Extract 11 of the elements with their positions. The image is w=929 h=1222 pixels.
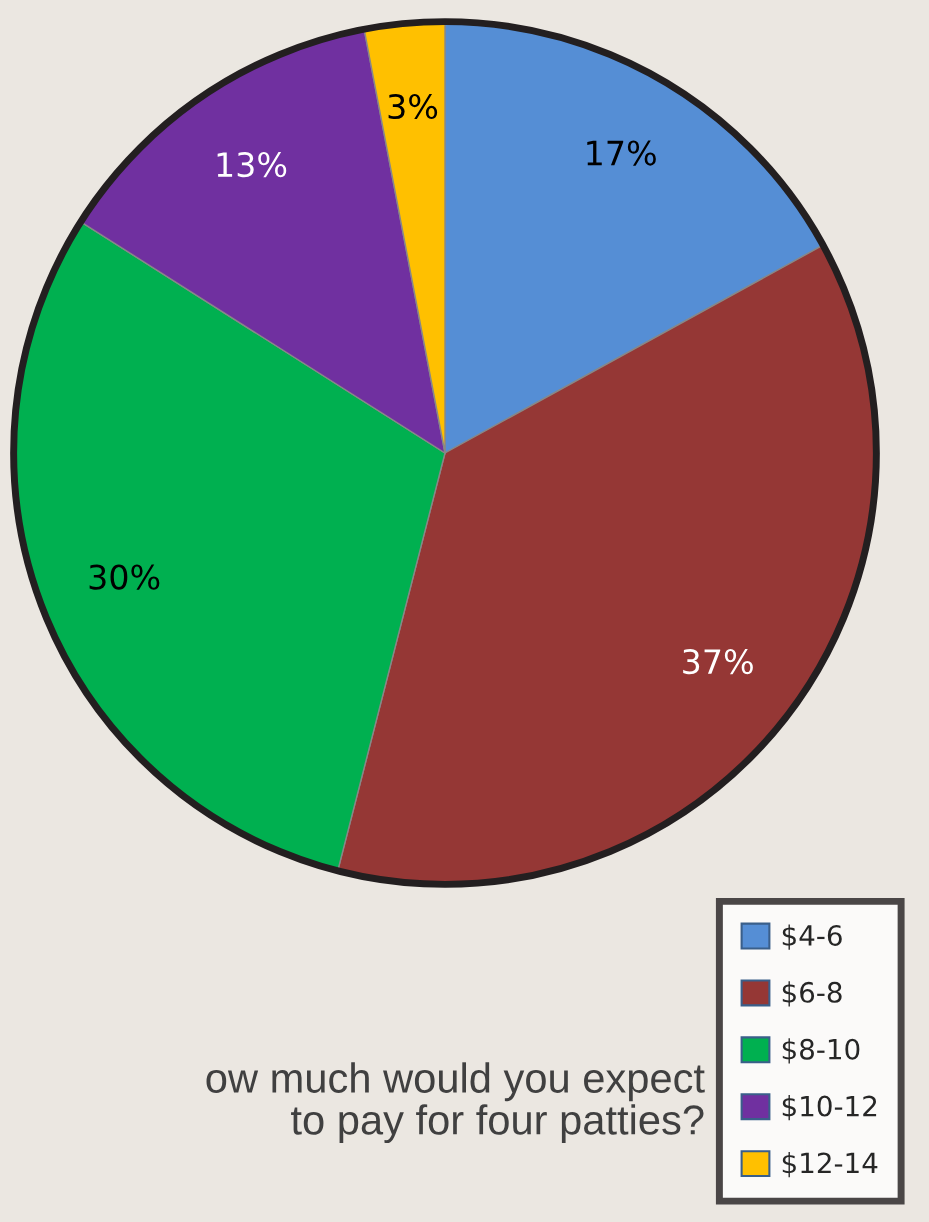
data-label: 30% (89, 564, 160, 590)
legend-label: $10-12 (782, 1095, 877, 1121)
legend-label: $12-14 (782, 1152, 878, 1178)
data-label: 37% (683, 648, 753, 675)
legend-label: $8-10 (782, 1038, 860, 1064)
data-label: 13% (217, 152, 287, 178)
legend-label: $6-8 (782, 981, 842, 1007)
data-label: 17% (587, 140, 656, 166)
text: ow much would you expect to pay for four patties? (206, 1062, 705, 1143)
data-label: 3% (388, 93, 438, 120)
legend-label: $4-6 (782, 924, 842, 950)
